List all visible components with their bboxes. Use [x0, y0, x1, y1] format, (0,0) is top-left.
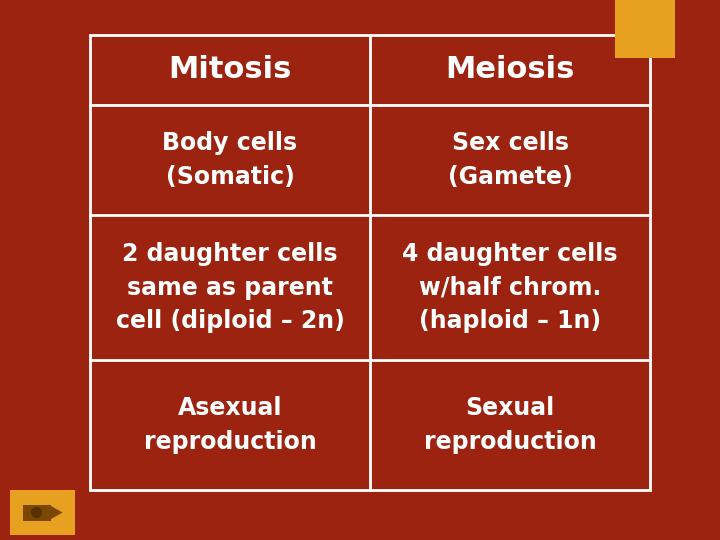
- Polygon shape: [48, 504, 63, 521]
- Text: 2 daughter cells
same as parent
cell (diploid – 2n): 2 daughter cells same as parent cell (di…: [116, 242, 344, 333]
- Text: 4 daughter cells
w/half chrom.
(haploid – 1n): 4 daughter cells w/half chrom. (haploid …: [402, 242, 618, 333]
- Bar: [10, 490, 75, 535]
- Text: Body cells
(Somatic): Body cells (Somatic): [163, 131, 297, 189]
- Text: Asexual
reproduction: Asexual reproduction: [143, 396, 316, 454]
- Text: Sex cells
(Gamete): Sex cells (Gamete): [448, 131, 572, 189]
- Circle shape: [31, 507, 42, 518]
- Text: Mitosis: Mitosis: [168, 56, 292, 84]
- Text: Sexual
reproduction: Sexual reproduction: [423, 396, 596, 454]
- Bar: [615, 0, 675, 58]
- Text: Meiosis: Meiosis: [445, 56, 575, 84]
- Bar: [90, 35, 650, 490]
- Bar: [22, 504, 50, 521]
